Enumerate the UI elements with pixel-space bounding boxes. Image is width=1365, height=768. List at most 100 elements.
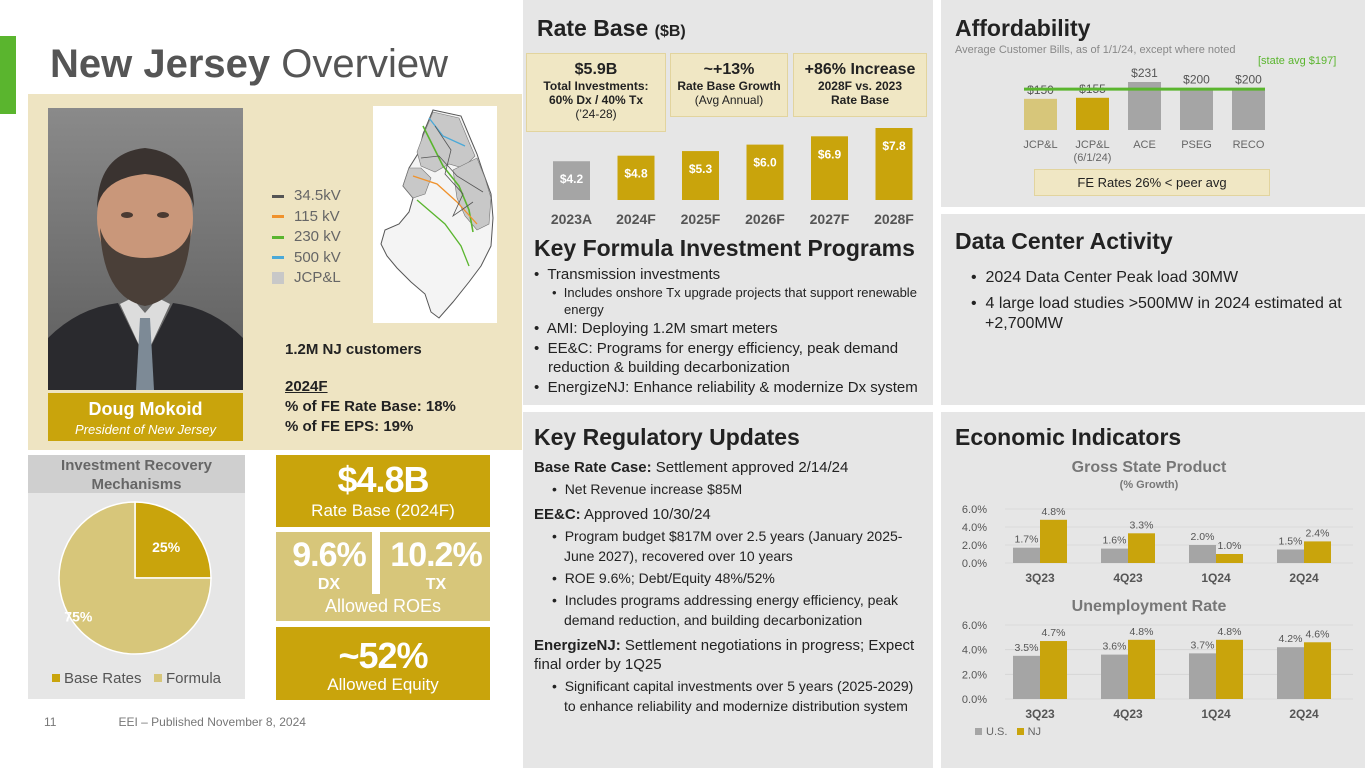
legend-swatch-formula (154, 674, 163, 682)
econ-bar-label: 2.0% (1191, 531, 1215, 543)
kpi-rate-base-increase: +86% Increase 2028F vs. 2023 Rate Base (793, 53, 927, 117)
affordability-x-label: RECO (1233, 139, 1265, 151)
affordability-x-label: (6/1/24) (1074, 152, 1112, 164)
econ-bar (1013, 547, 1040, 563)
map-legend-swatch (272, 235, 284, 239)
list-item: • EnergizeNJ: Enhance reliability & mode… (534, 379, 918, 396)
footer-text: EEI – Published November 8, 2024 (118, 715, 306, 729)
map-legend-label: 230 kV (294, 228, 341, 245)
list-item: • 2024 Data Center Peak load 30MW (971, 269, 1239, 286)
legend-nj-label: NJ (1027, 726, 1042, 738)
rate-base-bar-label: $7.8 (882, 139, 906, 153)
list-item: • Transmission investments (534, 266, 721, 283)
econ-bar-label: 1.7% (1015, 534, 1039, 546)
econ-bar-label: 3.7% (1191, 639, 1215, 651)
list-item: • Program budget $817M over 2.5 years (J… (552, 528, 903, 564)
irm-panel: 25% 75% (28, 455, 245, 699)
executive-role: President of New Jersey (75, 422, 216, 437)
econ-x-label: 4Q23 (1113, 571, 1143, 585)
affordability-x-label: JCP&L (1075, 139, 1109, 151)
rate-base-value: $4.8B (337, 459, 429, 500)
fy-year: 2024F (285, 378, 328, 395)
customer-count: 1.2M NJ customers (285, 341, 422, 358)
map-legend-label: 34.5kV (294, 187, 341, 204)
executive-photo (48, 108, 243, 390)
affordability-bar (1076, 97, 1109, 130)
affordability-title: Affordability (955, 15, 1091, 41)
economic-title: Economic Indicators (955, 424, 1182, 450)
gsp-chart-title: Gross State Product (1071, 459, 1227, 476)
roe-divider (372, 532, 380, 594)
kpi-rate-base-growth: ~+13% Rate Base Growth (Avg Annual) (670, 53, 788, 117)
affordability-bar-label: $200 (1183, 72, 1210, 86)
map-legend-label: 115 kV (294, 207, 340, 225)
kfip-list: • Transmission investments • Includes on… (534, 264, 930, 397)
econ-bar (1189, 545, 1216, 563)
rate-base-bar (746, 144, 784, 200)
affordability-x-label: JCP&L (1023, 139, 1057, 151)
econ-bar (1101, 548, 1128, 563)
fy-rate-base-share: % of FE Rate Base: 18% (285, 398, 456, 415)
econ-bar (1277, 647, 1304, 699)
equity-value: ~52% (338, 635, 428, 676)
roe-caption: Allowed ROEs (324, 596, 442, 616)
irm-legend: Base Rates Formula (28, 670, 245, 687)
map-legend-label: JCP&L (294, 269, 341, 286)
service-territory-map (373, 106, 497, 323)
map-legend-swatch (272, 215, 284, 219)
econ-bar-label: 3.5% (1015, 642, 1039, 654)
econ-x-label: 1Q24 (1201, 571, 1231, 585)
rate-base-caption: Rate Base (2024F) (311, 501, 455, 520)
rate-base-bar-label: $6.9 (818, 147, 842, 161)
roe-metric: 9.6% DX 10.2% TX Allowed ROEs (276, 532, 490, 621)
rate-base-chart: $4.2 2023A $4.8 2024F $5.3 2025F $6.0 2026F $6.9… (551, 128, 914, 227)
roe-dx-value: 9.6% (292, 536, 367, 574)
regulatory-list: Base Rate Case: Settlement approved 2/14… (534, 458, 926, 716)
rate-base-bar-label: $5.3 (689, 162, 713, 176)
list-item: EE&C: Approved 10/30/24 (534, 506, 711, 523)
page-number: 11 (44, 715, 57, 729)
pie-slice (58, 501, 212, 655)
state-average-label: [state avg $197] (1258, 55, 1337, 67)
y-tick-label: 4.0% (962, 522, 987, 534)
econ-x-label: 1Q24 (1201, 707, 1231, 721)
affordability-bar-label: $231 (1131, 66, 1158, 80)
econ-bar (1277, 549, 1304, 563)
legend-formula-label: Formula (166, 670, 222, 687)
list-item: • Includes onshore Tx upgrade projects t… (552, 285, 917, 317)
list-item: • Significant capital investments over 5… (552, 678, 914, 714)
y-tick-label: 2.0% (962, 669, 987, 681)
y-tick-label: 6.0% (962, 504, 987, 516)
list-item: EnergizeNJ: Settlement negotiations in p… (534, 637, 915, 673)
irm-title: Investment Recovery Mechanisms (28, 455, 245, 493)
econ-bar (1040, 519, 1067, 563)
econ-x-label: 3Q23 (1025, 707, 1055, 721)
econ-bar (1304, 642, 1331, 699)
list-item: • AMI: Deploying 1.2M smart meters (534, 320, 778, 337)
affordability-bar-label: $200 (1235, 72, 1262, 86)
affordability-bar (1180, 88, 1213, 130)
rate-base-bar (553, 161, 590, 200)
econ-bar-label: 2.4% (1306, 527, 1330, 539)
list-item: • 4 large load studies >500MW in 2024 es… (971, 295, 1342, 332)
list-item: • Includes programs addressing energy ef… (552, 592, 899, 628)
y-tick-label: 4.0% (962, 645, 987, 657)
investment-recovery-pie: 25% 75% (58, 501, 212, 655)
econ-bar (1040, 641, 1067, 699)
roe-tx-label: TX (425, 576, 447, 593)
rate-base-metric: $4.8B Rate Base (2024F) (276, 455, 490, 527)
list-item: • Net Revenue increase $85M (552, 481, 743, 497)
econ-bar-label: 1.5% (1279, 536, 1303, 548)
rate-base-bar-label: $4.2 (560, 172, 584, 186)
econ-bar (1304, 541, 1331, 563)
econ-bar (1101, 654, 1128, 699)
fy-eps-share: % of FE EPS: 19% (285, 418, 414, 435)
econ-bar-label: 4.6% (1306, 628, 1330, 640)
affordability-note: FE Rates 26% < peer avg (1034, 169, 1270, 196)
list-item: • ROE 9.6%; Debt/Equity 48%/52% (552, 570, 775, 586)
econ-bar (1128, 533, 1155, 563)
econ-bar-label: 1.0% (1218, 540, 1242, 552)
y-tick-label: 0.0% (962, 558, 987, 570)
equity-caption: Allowed Equity (327, 675, 439, 694)
map-legend-swatch (272, 256, 284, 260)
